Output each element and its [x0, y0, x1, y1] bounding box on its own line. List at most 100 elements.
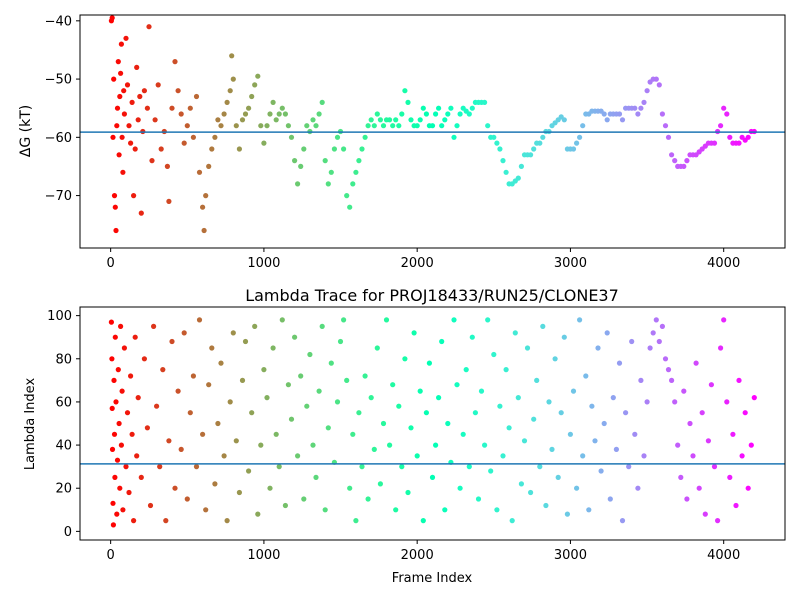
- data-point: [555, 474, 561, 480]
- data-point: [500, 158, 506, 164]
- data-point: [313, 474, 319, 480]
- data-point: [288, 416, 295, 422]
- data-point: [451, 317, 457, 323]
- data-point: [181, 330, 187, 336]
- data-point: [158, 146, 164, 152]
- data-point: [298, 163, 304, 169]
- data-point: [111, 76, 117, 82]
- data-point: [160, 367, 166, 373]
- data-point: [221, 453, 227, 459]
- data-point: [313, 123, 319, 129]
- data-point: [246, 468, 252, 474]
- data-point: [718, 123, 724, 129]
- data-point: [681, 388, 687, 394]
- x-tick-label: 2000: [401, 256, 434, 271]
- data-point: [132, 334, 138, 340]
- data-point: [460, 431, 466, 437]
- data-point: [638, 377, 644, 383]
- data-point: [420, 518, 426, 524]
- data-point: [316, 111, 322, 117]
- data-point: [524, 345, 531, 351]
- data-point: [252, 82, 258, 88]
- data-point: [270, 345, 276, 351]
- data-point: [586, 507, 592, 513]
- data-point: [549, 446, 555, 452]
- lambda-x-ticks: 0 1000 2000 3000 4000: [107, 540, 740, 563]
- data-point: [374, 111, 380, 117]
- data-point: [304, 403, 310, 409]
- data-point: [282, 111, 288, 117]
- data-point: [411, 330, 417, 336]
- data-point: [365, 496, 371, 502]
- data-point: [632, 105, 638, 111]
- data-point: [601, 111, 607, 117]
- data-point: [242, 111, 249, 117]
- data-point: [540, 134, 546, 140]
- data-point: [356, 158, 362, 164]
- data-point: [445, 420, 451, 427]
- data-point: [325, 181, 331, 187]
- data-point: [118, 323, 124, 329]
- data-point: [187, 410, 193, 416]
- data-point: [656, 82, 662, 88]
- data-point: [242, 338, 249, 345]
- y-tick-label: 40: [55, 439, 72, 454]
- data-point: [429, 123, 436, 129]
- data-point: [724, 399, 730, 405]
- data-point: [711, 140, 718, 146]
- data-point: [616, 111, 623, 117]
- data-point: [298, 373, 304, 379]
- data-point: [227, 399, 233, 405]
- data-point: [172, 485, 178, 491]
- data-point: [121, 345, 127, 351]
- data-point: [405, 489, 411, 496]
- y-tick-label: 80: [55, 352, 72, 367]
- data-point: [362, 134, 368, 140]
- data-point: [497, 403, 503, 409]
- data-point: [457, 111, 463, 117]
- data-point: [295, 453, 301, 459]
- data-point: [466, 111, 472, 117]
- data-point: [445, 111, 451, 117]
- data-point: [285, 123, 291, 129]
- y-tick-label: 0: [64, 525, 72, 540]
- data-point: [619, 117, 626, 123]
- data-point: [114, 457, 121, 463]
- data-point: [540, 323, 546, 329]
- data-point: [644, 88, 650, 94]
- data-point: [500, 453, 506, 459]
- data-point: [616, 360, 623, 366]
- data-point: [745, 485, 751, 491]
- data-point: [175, 88, 181, 94]
- data-point: [377, 117, 383, 123]
- data-point: [200, 431, 206, 437]
- data-point: [681, 163, 687, 169]
- data-point: [665, 134, 672, 140]
- data-point: [233, 123, 239, 129]
- data-point: [380, 420, 387, 427]
- data-point: [110, 134, 116, 140]
- data-point: [344, 193, 350, 199]
- data-point: [187, 105, 193, 111]
- data-point: [134, 64, 140, 70]
- data-point: [169, 338, 175, 345]
- data-point: [193, 93, 200, 100]
- data-point: [537, 464, 543, 470]
- data-point: [307, 351, 313, 358]
- data-point: [218, 360, 224, 366]
- data-point: [347, 204, 353, 210]
- data-point: [190, 373, 196, 379]
- data-point: [417, 117, 423, 123]
- data-point: [659, 323, 666, 329]
- data-point: [285, 382, 291, 388]
- data-point: [124, 82, 131, 88]
- data-point: [601, 420, 607, 427]
- data-point: [644, 399, 650, 405]
- data-point: [341, 146, 347, 152]
- x-tick-label: 4000: [707, 256, 740, 271]
- data-point: [164, 163, 170, 169]
- y-tick-label: −50: [45, 73, 72, 88]
- data-point: [270, 99, 276, 105]
- data-point: [577, 317, 583, 323]
- data-point: [574, 140, 580, 146]
